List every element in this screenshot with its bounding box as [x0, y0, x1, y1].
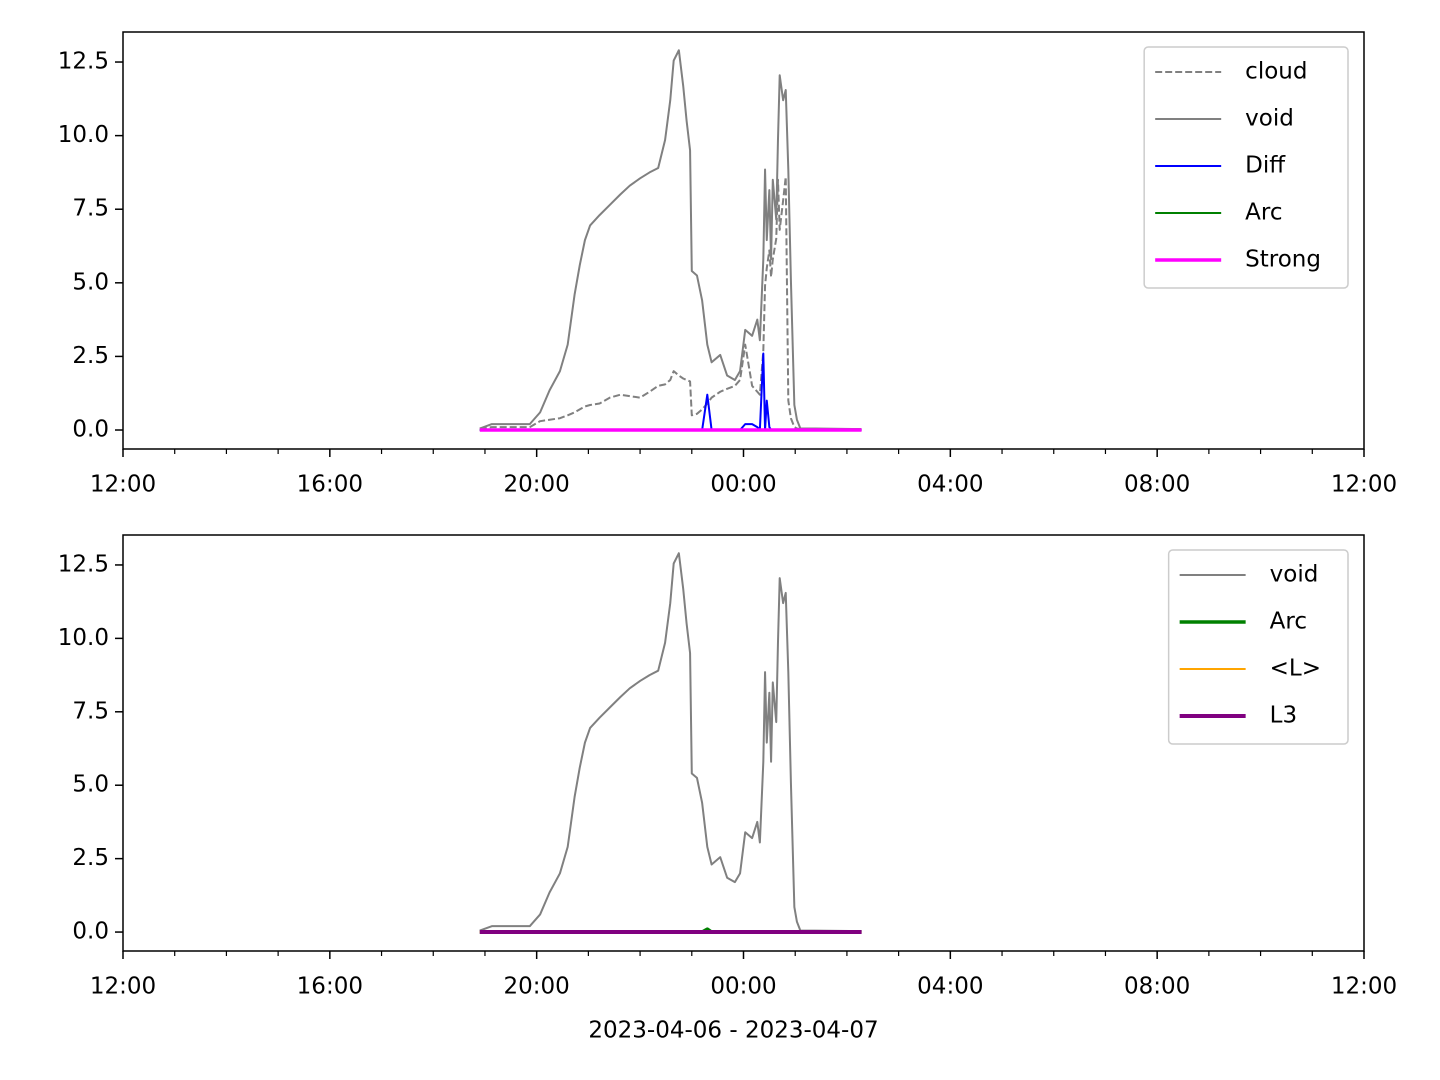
y-tick-label: 10.0 — [58, 122, 109, 148]
y-tick-label: 2.5 — [72, 845, 109, 871]
legend: cloud void Diff Arc Strong — [1143, 46, 1349, 289]
x-tick-label: 00:00 — [710, 974, 776, 1000]
x-tick-label: 12:00 — [90, 472, 156, 498]
legend-label: void — [1270, 562, 1319, 588]
legend-label: L3 — [1270, 703, 1297, 729]
x-tick-label: 20:00 — [504, 472, 570, 498]
x-tick-label: 08:00 — [1124, 974, 1190, 1000]
legend-label: void — [1245, 106, 1294, 132]
y-tick-label: 5.0 — [72, 269, 109, 295]
plot-area — [479, 552, 862, 935]
legend-label: Arc — [1245, 200, 1282, 226]
plot-area — [479, 49, 862, 432]
x-tick-label: 04:00 — [917, 472, 983, 498]
x-tick-label: 08:00 — [1124, 472, 1190, 498]
x-tick-label: 04:00 — [917, 974, 983, 1000]
legend-label: Arc — [1270, 609, 1307, 635]
x-tick-label: 16:00 — [297, 472, 363, 498]
y-tick-label: 7.5 — [72, 196, 109, 222]
legend-label: Diff — [1245, 153, 1286, 179]
x-tick-label: 16:00 — [297, 974, 363, 1000]
data-line — [479, 49, 862, 431]
y-tick-label: 12.5 — [58, 551, 109, 577]
x-tick-label: 12:00 — [1331, 472, 1397, 498]
y-tick-label: 0.0 — [72, 417, 109, 443]
legend-label: <L> — [1270, 656, 1321, 682]
x-tick-label: 12:00 — [90, 974, 156, 1000]
y-tick-label: 7.5 — [72, 698, 109, 724]
x-tick-label: 00:00 — [710, 472, 776, 498]
legend: void Arc <L> L3 — [1167, 549, 1349, 745]
y-tick-label: 10.0 — [58, 625, 109, 651]
legend-label: cloud — [1245, 59, 1307, 85]
x-tick-label: 20:00 — [504, 974, 570, 1000]
legend-label: Strong — [1245, 247, 1321, 273]
y-tick-label: 5.0 — [72, 772, 109, 798]
y-tick-label: 0.0 — [72, 919, 109, 945]
legend-box — [1143, 46, 1349, 289]
y-tick-label: 2.5 — [72, 343, 109, 369]
x-axis-label: 2023-04-06 - 2023-04-07 — [588, 1018, 878, 1044]
data-line — [479, 552, 862, 933]
y-tick-label: 12.5 — [58, 49, 109, 75]
legend-box — [1167, 549, 1349, 745]
x-tick-label: 12:00 — [1331, 974, 1397, 1000]
